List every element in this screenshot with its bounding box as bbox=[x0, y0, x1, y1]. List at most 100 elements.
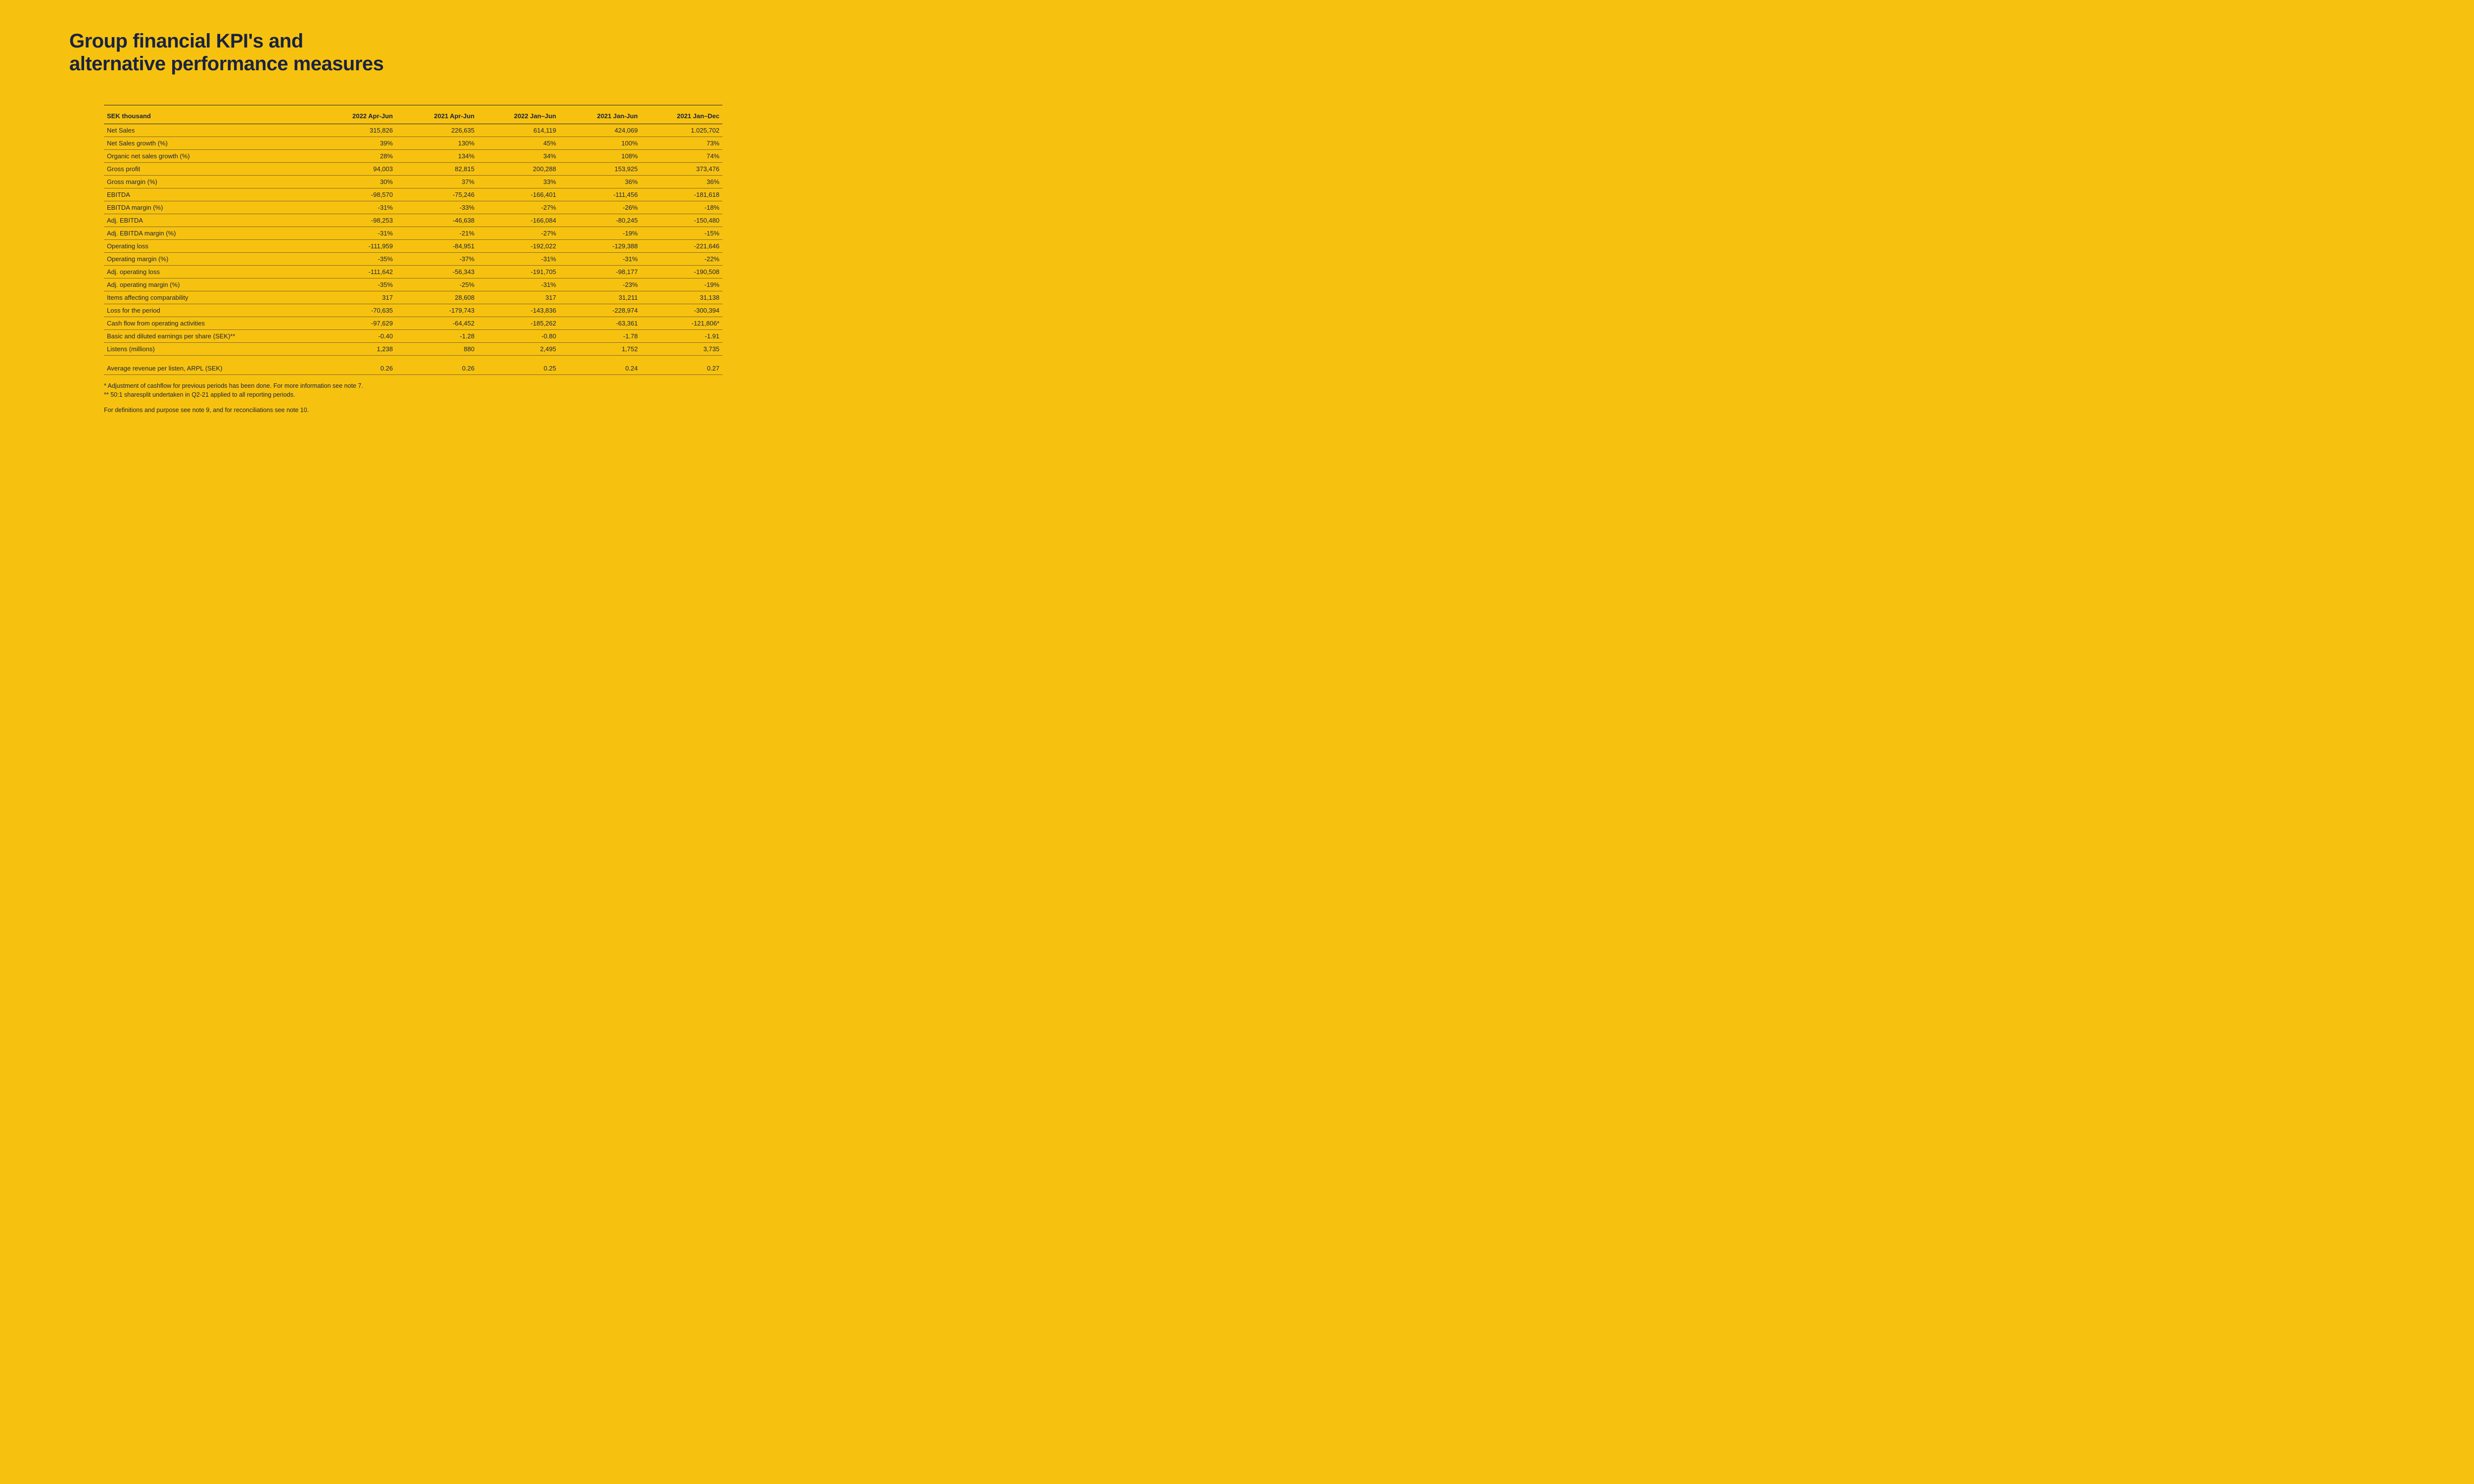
page-title: Group financial KPI's and alternative pe… bbox=[69, 30, 722, 75]
row-label: EBITDA bbox=[104, 188, 314, 201]
cell-value: 36% bbox=[559, 175, 641, 188]
cell-value: -98,253 bbox=[314, 214, 396, 227]
cell-value: 37% bbox=[396, 175, 477, 188]
cell-value: -181,618 bbox=[641, 188, 722, 201]
cell-value: -84,951 bbox=[396, 239, 477, 252]
cell-value: -80,245 bbox=[559, 214, 641, 227]
row-label: Cash flow from operating activities bbox=[104, 317, 314, 329]
row-label: Basic and diluted earnings per share (SE… bbox=[104, 329, 314, 342]
table-row: Items affecting comparability31728,60831… bbox=[104, 291, 722, 304]
cell-value: 130% bbox=[396, 137, 477, 149]
row-label: Average revenue per listen, ARPL (SEK) bbox=[104, 355, 314, 374]
cell-value: -18% bbox=[641, 201, 722, 214]
cell-value: -35% bbox=[314, 252, 396, 265]
cell-value: 0.26 bbox=[396, 355, 477, 374]
cell-value: -22% bbox=[641, 252, 722, 265]
cell-value: 0.24 bbox=[559, 355, 641, 374]
table-row: EBITDA margin (%)-31%-33%-27%-26%-18% bbox=[104, 201, 722, 214]
cell-value: -98,177 bbox=[559, 265, 641, 278]
cell-value: -111,456 bbox=[559, 188, 641, 201]
table-row: Organic net sales growth (%)28%134%34%10… bbox=[104, 149, 722, 162]
cell-value: -31% bbox=[314, 227, 396, 239]
cell-value: 73% bbox=[641, 137, 722, 149]
col-header: 2022 Jan–Jun bbox=[477, 108, 559, 124]
cell-value: -23% bbox=[559, 278, 641, 291]
cell-value: 200,288 bbox=[477, 162, 559, 175]
table-row: Listens (millions)1,2388802,4951,7523,73… bbox=[104, 342, 722, 355]
row-label: Gross profit bbox=[104, 162, 314, 175]
cell-value: 1,752 bbox=[559, 342, 641, 355]
cell-value: -75,246 bbox=[396, 188, 477, 201]
cell-value: -166,084 bbox=[477, 214, 559, 227]
cell-value: 94,003 bbox=[314, 162, 396, 175]
cell-value: 226,635 bbox=[396, 124, 477, 137]
cell-value: -0.80 bbox=[477, 329, 559, 342]
table-row: Operating loss-111,959-84,951-192,022-12… bbox=[104, 239, 722, 252]
table-row: Loss for the period-70,635-179,743-143,8… bbox=[104, 304, 722, 317]
cell-value: 100% bbox=[559, 137, 641, 149]
cell-value: 315,826 bbox=[314, 124, 396, 137]
cell-value: -27% bbox=[477, 201, 559, 214]
table-row: Net Sales growth (%)39%130%45%100%73% bbox=[104, 137, 722, 149]
cell-value: 31,211 bbox=[559, 291, 641, 304]
cell-value: 880 bbox=[396, 342, 477, 355]
cell-value: -33% bbox=[396, 201, 477, 214]
row-label: Adj. EBITDA bbox=[104, 214, 314, 227]
col-header: 2022 Apr-Jun bbox=[314, 108, 396, 124]
table-row: Operating margin (%)-35%-37%-31%-31%-22% bbox=[104, 252, 722, 265]
cell-value: -150,480 bbox=[641, 214, 722, 227]
cell-value: -70,635 bbox=[314, 304, 396, 317]
footnote-1: * Adjustment of cashflow for previous pe… bbox=[104, 382, 722, 390]
cell-value: -129,388 bbox=[559, 239, 641, 252]
row-label: Adj. operating loss bbox=[104, 265, 314, 278]
table-row: Adj. EBITDA margin (%)-31%-21%-27%-19%-1… bbox=[104, 227, 722, 239]
cell-value: 614,119 bbox=[477, 124, 559, 137]
cell-value: -300,394 bbox=[641, 304, 722, 317]
footnote-3: For definitions and purpose see note 9, … bbox=[104, 406, 722, 415]
cell-value: 1.025,702 bbox=[641, 124, 722, 137]
cell-value: 0.25 bbox=[477, 355, 559, 374]
cell-value: -35% bbox=[314, 278, 396, 291]
cell-value: -166,401 bbox=[477, 188, 559, 201]
cell-value: -185,262 bbox=[477, 317, 559, 329]
footnotes: * Adjustment of cashflow for previous pe… bbox=[104, 382, 722, 415]
cell-value: -31% bbox=[477, 278, 559, 291]
cell-value: -192,022 bbox=[477, 239, 559, 252]
table-row: Gross profit94,00382,815200,288153,92537… bbox=[104, 162, 722, 175]
row-label: Organic net sales growth (%) bbox=[104, 149, 314, 162]
cell-value: 34% bbox=[477, 149, 559, 162]
cell-value: 82,815 bbox=[396, 162, 477, 175]
row-label: Net Sales bbox=[104, 124, 314, 137]
row-label: Operating margin (%) bbox=[104, 252, 314, 265]
table-row: Adj. EBITDA-98,253-46,638-166,084-80,245… bbox=[104, 214, 722, 227]
kpi-table-wrap: SEK thousand 2022 Apr-Jun 2021 Apr-Jun 2… bbox=[104, 105, 722, 375]
cell-value: 373,476 bbox=[641, 162, 722, 175]
table-header-row: SEK thousand 2022 Apr-Jun 2021 Apr-Jun 2… bbox=[104, 108, 722, 124]
table-row: Adj. operating margin (%)-35%-25%-31%-23… bbox=[104, 278, 722, 291]
cell-value: -25% bbox=[396, 278, 477, 291]
cell-value: -63,361 bbox=[559, 317, 641, 329]
cell-value: 108% bbox=[559, 149, 641, 162]
cell-value: -31% bbox=[477, 252, 559, 265]
cell-value: 317 bbox=[477, 291, 559, 304]
kpi-table: SEK thousand 2022 Apr-Jun 2021 Apr-Jun 2… bbox=[104, 105, 722, 375]
row-label: Operating loss bbox=[104, 239, 314, 252]
cell-value: -143,836 bbox=[477, 304, 559, 317]
col-header: 2021 Jan–Dec bbox=[641, 108, 722, 124]
cell-value: -190,508 bbox=[641, 265, 722, 278]
cell-value: 28% bbox=[314, 149, 396, 162]
cell-value: -97,629 bbox=[314, 317, 396, 329]
cell-value: 134% bbox=[396, 149, 477, 162]
cell-value: -221,646 bbox=[641, 239, 722, 252]
cell-value: 30% bbox=[314, 175, 396, 188]
cell-value: -121,806* bbox=[641, 317, 722, 329]
cell-value: 317 bbox=[314, 291, 396, 304]
cell-value: 3,735 bbox=[641, 342, 722, 355]
title-line-2: alternative performance measures bbox=[69, 53, 383, 75]
unit-label: SEK thousand bbox=[104, 108, 314, 124]
cell-value: -27% bbox=[477, 227, 559, 239]
slide: Group financial KPI's and alternative pe… bbox=[69, 30, 722, 415]
table-row: Gross margin (%)30%37%33%36%36% bbox=[104, 175, 722, 188]
cell-value: -111,642 bbox=[314, 265, 396, 278]
cell-value: -15% bbox=[641, 227, 722, 239]
